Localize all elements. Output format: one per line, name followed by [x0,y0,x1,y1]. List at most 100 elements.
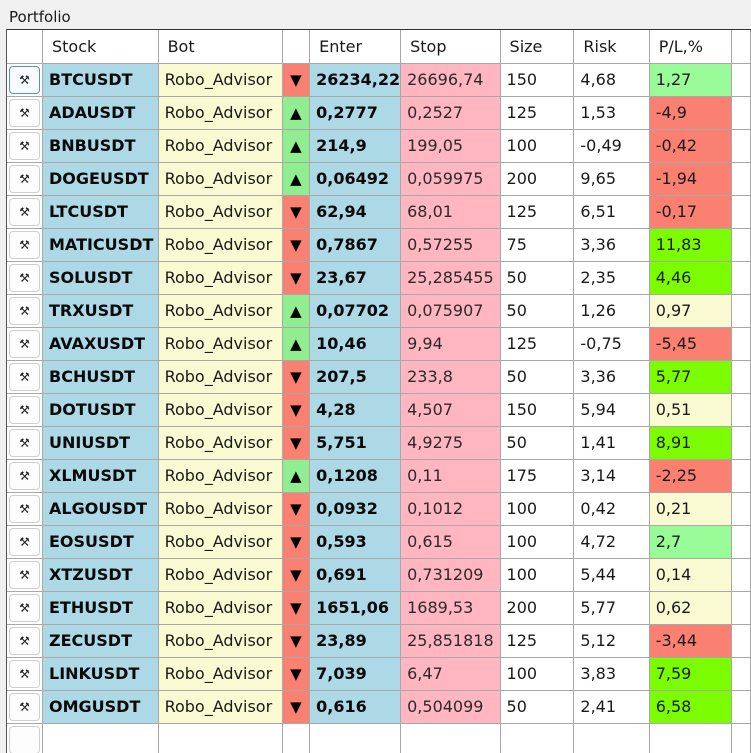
stop-cell[interactable]: 26696,74 [400,62,501,97]
table-row[interactable]: ⚒ AVAXUSDT Robo_Advisor ▲ 10,46 9,94 125 -0,75-… [7,326,751,361]
stock-cell[interactable]: LINKUSDT [42,656,159,691]
stop-cell[interactable]: 0,1012 [400,491,501,526]
pl-cell[interactable]: 0,97 [648,293,732,328]
empty-cell[interactable] [400,722,501,753]
risk-cell[interactable]: -0,49 [573,128,650,163]
stop-cell[interactable]: 0,57255 [400,227,501,262]
table-row[interactable]: ⚒ BCHUSDT Robo_Advisor ▼ 207,5 233,8 50 3,36 5,7… [7,359,751,394]
table-row[interactable]: ⚒ ZECUSDT Robo_Advisor ▼ 23,89 25,851818 125 5,… [7,623,751,658]
risk-cell[interactable]: -0,75 [573,326,650,361]
bot-cell[interactable]: Robo_Advisor [157,326,283,361]
empty-cell[interactable] [573,722,650,753]
bot-cell[interactable]: Robo_Advisor [157,425,283,460]
stop-cell[interactable]: 0,059975 [400,161,501,196]
stock-cell[interactable]: ADAUSDT [42,95,159,130]
stock-cell[interactable]: DOGEUSDT [42,161,159,196]
pl-cell[interactable]: -2,25 [648,458,732,493]
row-action-button[interactable]: ⚒ [9,593,40,622]
table-row[interactable]: ⚒ LINKUSDT Robo_Advisor ▼ 7,039 6,47 100 3,83 7,… [7,656,751,691]
risk-cell[interactable]: 2,35 [573,260,650,295]
enter-cell[interactable]: 5,751 [309,425,402,460]
enter-cell[interactable]: 10,46 [309,326,402,361]
size-cell[interactable]: 50 [499,689,575,724]
size-cell[interactable]: 100 [499,656,575,691]
size-cell[interactable]: 200 [499,590,575,625]
enter-cell[interactable]: 0,0932 [309,491,402,526]
empty-cell[interactable] [309,722,402,753]
stock-cell[interactable]: TRXUSDT [42,293,159,328]
risk-cell[interactable]: 4,68 [573,62,650,97]
bot-cell[interactable]: Robo_Advisor [157,293,283,328]
table-row[interactable]: ⚒ ALGOUSDT Robo_Advisor ▼ 0,0932 0,1012 100 0,4… [7,491,751,526]
bot-cell[interactable]: Robo_Advisor [157,161,283,196]
row-action-button[interactable]: ⚒ [9,659,40,688]
row-action-button[interactable]: ⚒ [9,692,40,721]
stop-cell[interactable]: 25,851818 [400,623,501,658]
enter-cell[interactable]: 7,039 [309,656,402,691]
bot-cell[interactable]: Robo_Advisor [157,359,283,394]
pl-cell[interactable]: -0,17 [648,194,732,229]
stop-cell[interactable]: 68,01 [400,194,501,229]
table-row[interactable]: ⚒ DOTUSDT Robo_Advisor ▼ 4,28 4,507 150 5,94 0,5… [7,392,751,427]
pl-cell[interactable]: 5,77 [648,359,732,394]
enter-cell[interactable]: 4,28 [309,392,402,427]
stock-cell[interactable]: LTCUSDT [42,194,159,229]
stop-cell[interactable]: 0,075907 [400,293,501,328]
bot-cell[interactable]: Robo_Advisor [157,524,283,559]
table-row[interactable]: ⚒ MATICUSDT Robo_Advisor ▼ 0,7867 0,57255 75 3,… [7,227,751,262]
stop-cell[interactable]: 0,731209 [400,557,501,592]
pl-cell[interactable]: -0,42 [648,128,732,163]
risk-cell[interactable]: 4,72 [573,524,650,559]
stop-cell[interactable]: 4,9275 [400,425,501,460]
row-action-button[interactable]: ⚒ [9,98,40,127]
enter-cell[interactable]: 1651,06 [309,590,402,625]
pl-cell[interactable]: 7,59 [648,656,732,691]
size-cell[interactable]: 50 [499,293,575,328]
pl-cell[interactable]: 0,51 [648,392,732,427]
stock-cell[interactable]: ZECUSDT [42,623,159,658]
stop-cell[interactable]: 9,94 [400,326,501,361]
size-cell[interactable]: 125 [499,623,575,658]
risk-cell[interactable]: 1,26 [573,293,650,328]
stop-cell[interactable]: 4,507 [400,392,501,427]
bot-cell[interactable]: Robo_Advisor [157,128,283,163]
size-cell[interactable]: 100 [499,128,575,163]
enter-cell[interactable]: 0,7867 [309,227,402,262]
size-cell[interactable]: 150 [499,62,575,97]
size-cell[interactable]: 125 [499,95,575,130]
bot-cell[interactable]: Robo_Advisor [157,194,283,229]
risk-cell[interactable]: 9,65 [573,161,650,196]
risk-cell[interactable]: 2,41 [573,689,650,724]
row-action-button[interactable] [9,725,40,753]
table-row[interactable]: ⚒ ETHUSDT Robo_Advisor ▼ 1651,06 1689,53 200 5,… [7,590,751,625]
bot-cell[interactable]: Robo_Advisor [157,392,283,427]
size-cell[interactable]: 100 [499,524,575,559]
stop-cell[interactable]: 233,8 [400,359,501,394]
size-cell[interactable]: 125 [499,194,575,229]
stock-cell[interactable]: XLMUSDT [42,458,159,493]
empty-cell[interactable] [281,722,311,753]
stock-cell[interactable]: DOTUSDT [42,392,159,427]
row-action-button[interactable]: ⚒ [9,197,40,226]
row-action-button[interactable]: ⚒ [9,626,40,655]
stock-cell[interactable]: SOLUSDT [42,260,159,295]
risk-cell[interactable]: 5,44 [573,557,650,592]
pl-cell[interactable]: 0,14 [648,557,732,592]
pl-cell[interactable]: 6,58 [648,689,732,724]
risk-cell[interactable]: 5,77 [573,590,650,625]
pl-cell[interactable]: 2,7 [648,524,732,559]
bot-cell[interactable]: Robo_Advisor [157,689,283,724]
bot-cell[interactable]: Robo_Advisor [157,458,283,493]
column-header-action[interactable] [7,30,43,64]
table-row[interactable]: ⚒ DOGEUSDT Robo_Advisor ▲ 0,06492 0,059975 200… [7,161,751,196]
table-row[interactable]: ⚒ EOSUSDT Robo_Advisor ▼ 0,593 0,615 100 4,72 2,… [7,524,751,559]
row-action-button[interactable]: ⚒ [9,329,40,358]
risk-cell[interactable]: 1,41 [573,425,650,460]
table-row[interactable]: ⚒ SOLUSDT Robo_Advisor ▼ 23,67 25,285455 50 2,3… [7,260,751,295]
column-header-pl[interactable]: P/L,% [648,30,732,64]
column-header-stop[interactable]: Stop [400,30,501,64]
table-row[interactable]: ⚒ UNIUSDT Robo_Advisor ▼ 5,751 4,9275 50 1,41 8,… [7,425,751,460]
enter-cell[interactable]: 0,593 [309,524,402,559]
row-action-button[interactable]: ⚒ [9,395,40,424]
bot-cell[interactable]: Robo_Advisor [157,590,283,625]
